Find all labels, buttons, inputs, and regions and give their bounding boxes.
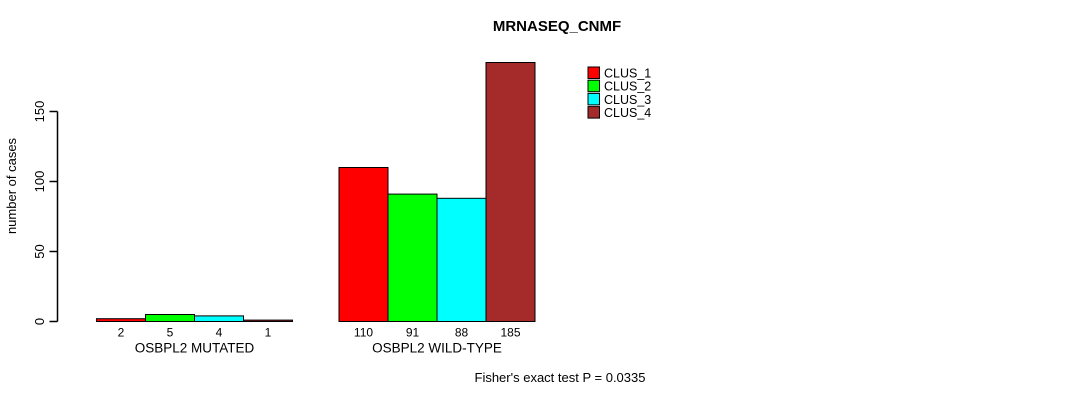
bar-clus_3-group2: [436, 197, 487, 322]
bar-clus_1-group2: [338, 167, 389, 322]
legend-swatch-clus_1: [587, 66, 600, 79]
bar-value-label: 5: [167, 326, 174, 340]
stat-annotation: Fisher's exact test P = 0.0335: [475, 370, 646, 385]
group-label: OSBPL2 MUTATED: [135, 341, 255, 356]
bar-clus_3-group1: [194, 315, 244, 322]
legend-label: CLUS_3: [604, 93, 651, 107]
y-axis-title: number of cases: [4, 137, 19, 234]
bar-value-label: 4: [216, 326, 223, 340]
legend-label: CLUS_1: [604, 67, 651, 81]
bar-value-label: 185: [500, 326, 520, 340]
bar-clus_4-group2: [485, 62, 536, 322]
bar-value-label: 2: [118, 326, 125, 340]
bar-clus_4-group1: [243, 319, 293, 323]
legend-swatch-clus_3: [587, 92, 600, 106]
chart-title: MRNASEQ_CNMF: [493, 18, 621, 35]
y-tick-label: 0: [32, 318, 47, 325]
bar-value-label: 88: [455, 326, 469, 340]
y-axis: 0 50 100 150: [32, 101, 59, 325]
bar-value-label: 91: [406, 326, 420, 340]
y-tick-label: 150: [32, 101, 47, 123]
legend-swatch-clus_2: [587, 79, 600, 93]
y-tick-label: 100: [32, 171, 47, 193]
bar-value-label: 110: [354, 326, 373, 340]
legend-swatch-clus_4: [587, 106, 600, 119]
bar-clus_2-group1: [145, 314, 195, 322]
group-label: OSBPL2 WILD-TYPE: [372, 341, 502, 356]
bar-value-label: 1: [265, 326, 272, 340]
y-tick-label: 50: [32, 244, 47, 258]
legend-label: CLUS_2: [604, 80, 651, 94]
bar-groups: [96, 62, 536, 323]
bar-clus_2-group2: [387, 193, 438, 323]
legend-label: CLUS_4: [604, 106, 651, 120]
bar-clus_1-group1: [96, 318, 146, 323]
